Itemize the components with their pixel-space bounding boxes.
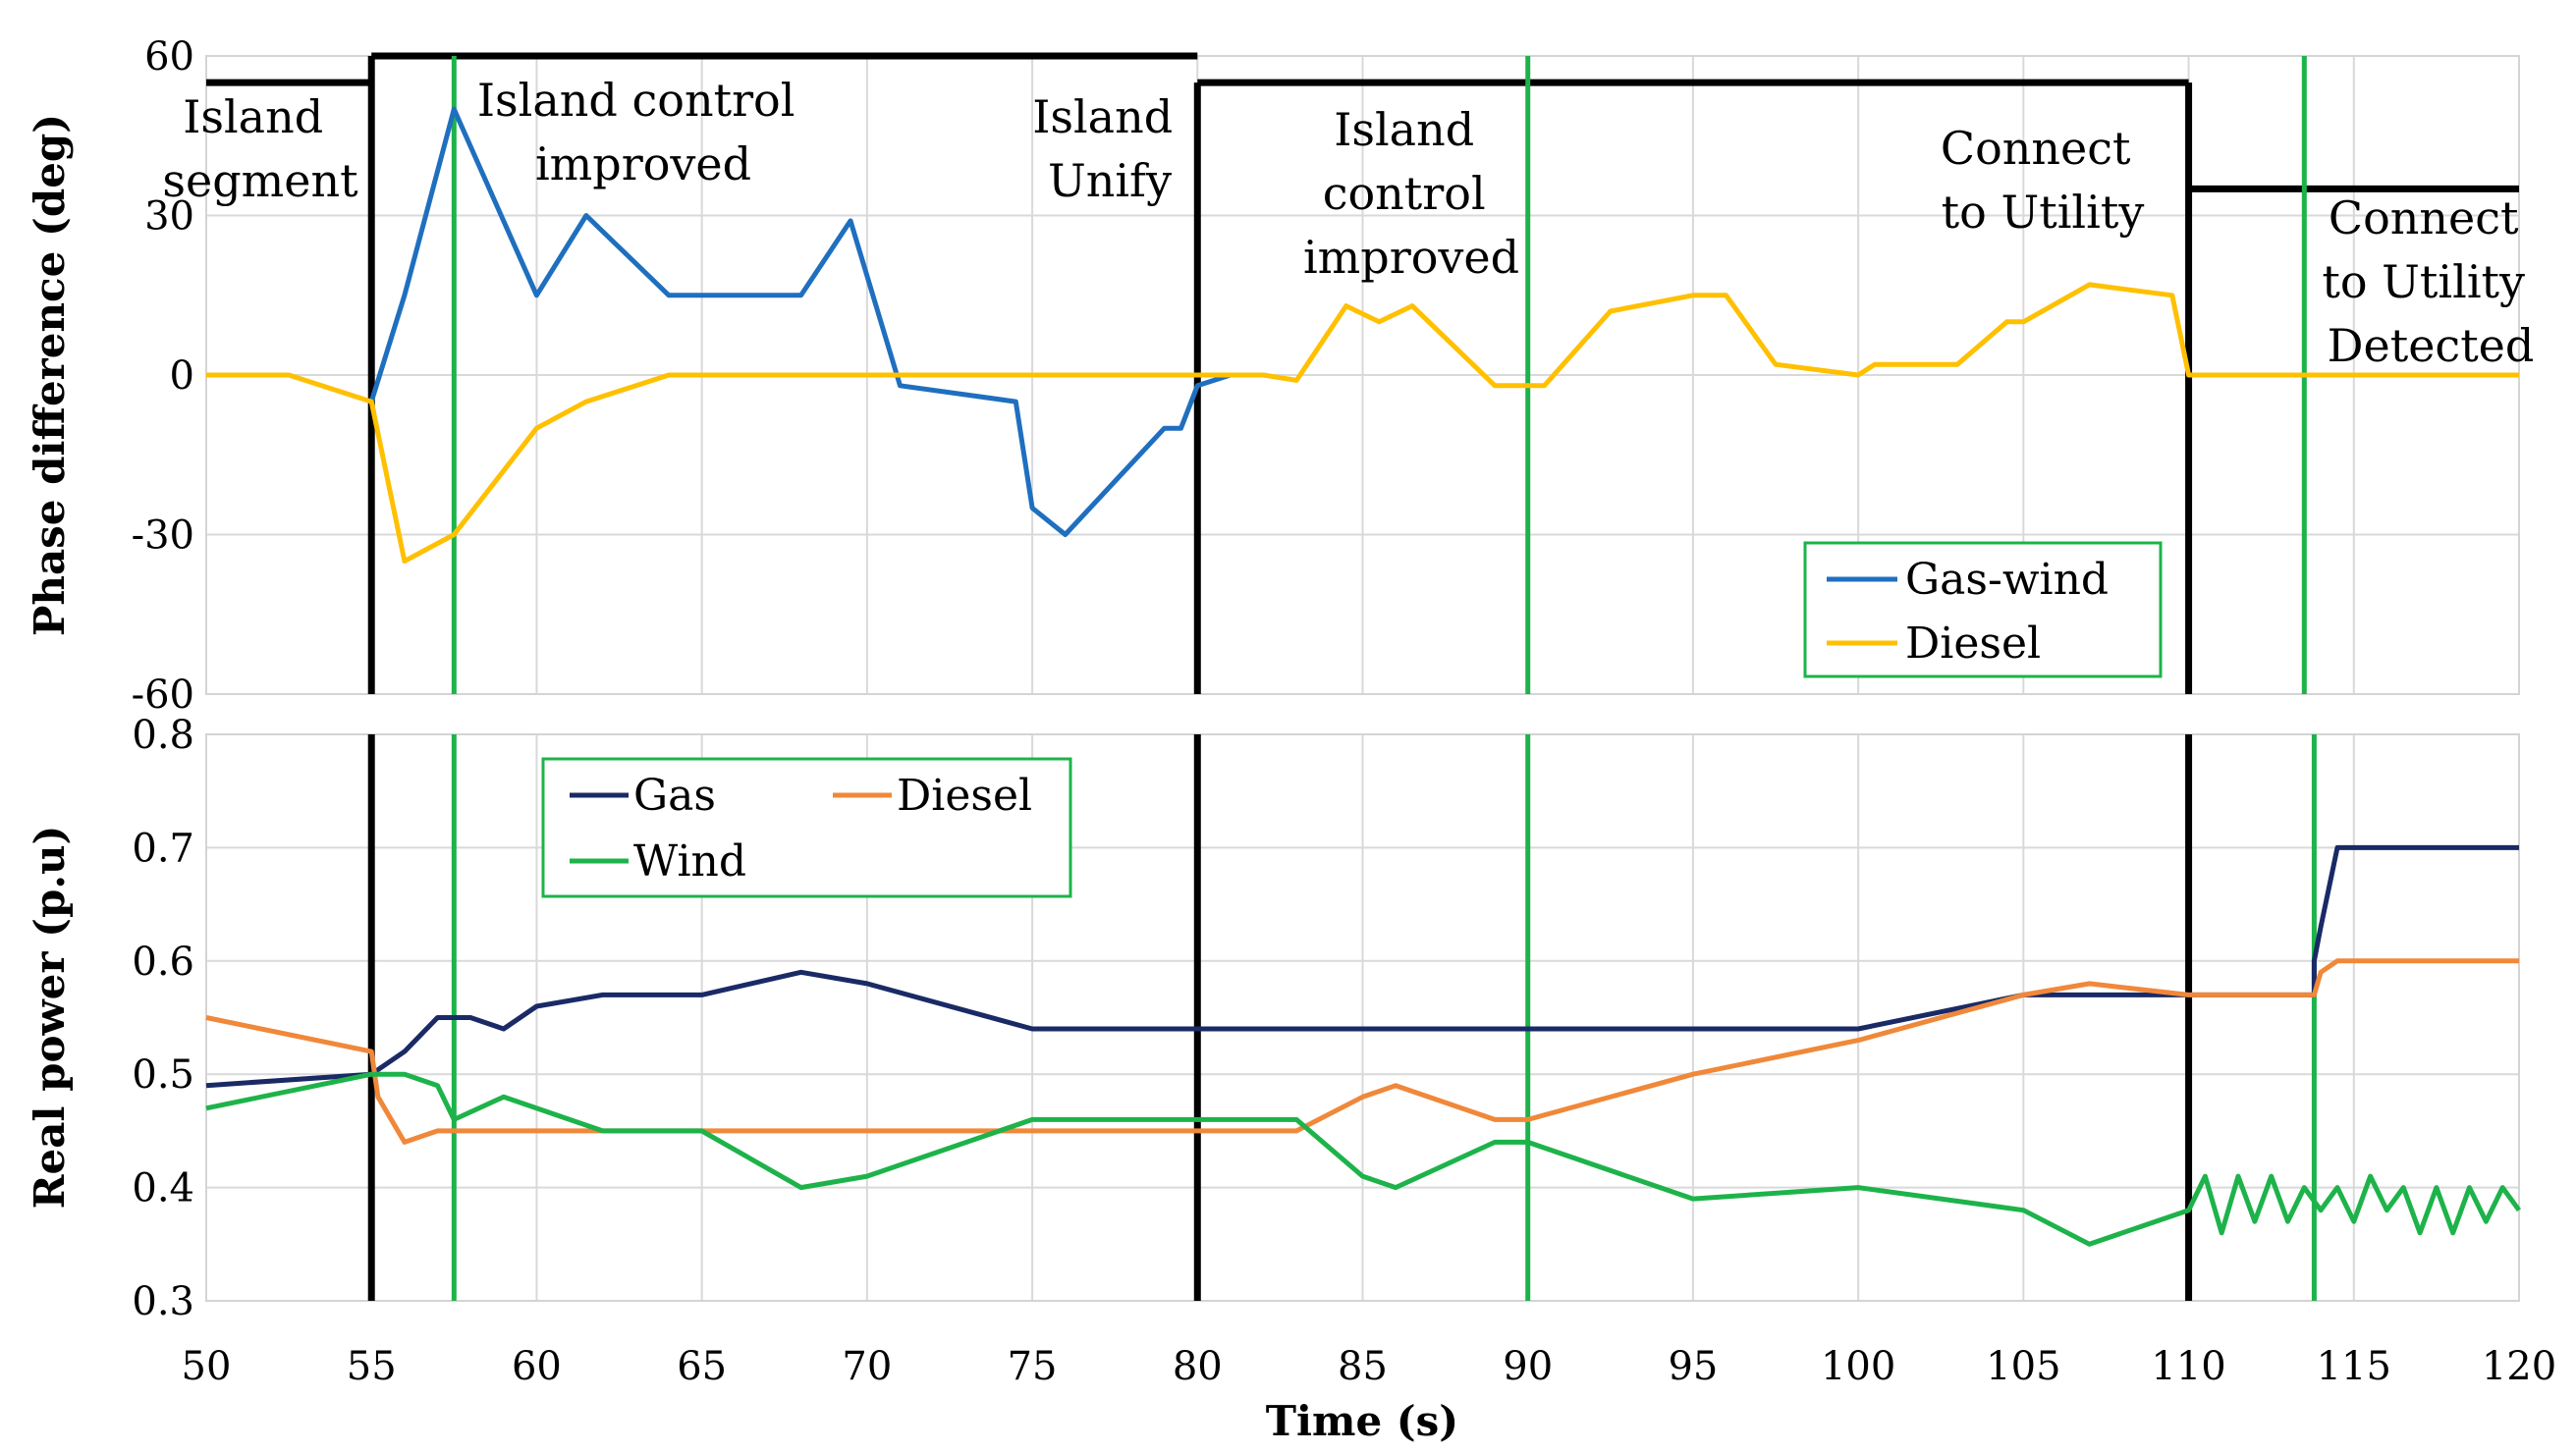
- bot-y-tick-0-4: 0.4: [132, 1166, 194, 1211]
- top-series-diesel: [206, 282, 2519, 565]
- top-y-tick-60: 60: [144, 34, 194, 80]
- top-y-axis-title: Phase difference (deg): [26, 114, 74, 636]
- annotation-connect-to-utility-detected: Connect to Utility Detected: [2322, 191, 2539, 372]
- bottom-series: [205, 844, 2522, 1247]
- x-tick-85: 85: [1338, 1344, 1388, 1389]
- bot-series-diesel: [205, 958, 2519, 1145]
- x-tick-95: 95: [1668, 1344, 1718, 1389]
- top-panel: 60 30 0 -30 -60 Phase difference (deg) Islan…: [26, 34, 2539, 718]
- x-tick-60: 60: [512, 1344, 562, 1389]
- annotation-connect-to-utility: Connect to Utility: [1941, 122, 2145, 239]
- x-tick-65: 65: [677, 1344, 727, 1389]
- bot-y-tick-0-5: 0.5: [132, 1052, 194, 1098]
- annotation-island-control-improved-2: Island control improved: [1303, 103, 1519, 284]
- top-series: [206, 106, 2519, 565]
- legend-label-gas-wind: Gas-wind: [1905, 555, 2109, 605]
- annotation-island-control-improved-1: Island control improved: [477, 74, 809, 190]
- x-tick-50: 50: [182, 1344, 232, 1389]
- top-y-tick--60: -60: [132, 673, 194, 718]
- bot-y-tick-0-7: 0.7: [132, 826, 194, 871]
- top-legend: Gas-wind Diesel: [1803, 541, 2163, 678]
- top-y-tick-labels: 60 30 0 -30 -60: [132, 34, 194, 718]
- x-axis-title: Time (s): [1266, 1397, 1458, 1445]
- bottom-legend-box: [541, 757, 1072, 898]
- bottom-legend: Gas Diesel Wind: [541, 757, 1072, 898]
- bot-y-tick-0-3: 0.3: [132, 1279, 194, 1324]
- top-legend-box: [1803, 541, 2163, 678]
- bot-y-tick-0-8: 0.8: [132, 713, 194, 758]
- bot-series-wind: [205, 1071, 2522, 1247]
- legend-label-wind: Wind: [633, 836, 746, 887]
- x-tick-75: 75: [1008, 1344, 1058, 1389]
- bot-y-tick-0-6: 0.6: [132, 940, 194, 985]
- x-tick-120: 120: [2482, 1344, 2556, 1389]
- x-tick-110: 110: [2151, 1344, 2225, 1389]
- x-tick-70: 70: [842, 1344, 892, 1389]
- x-tick-labels: 50 55 60 65 70 75 80 85 90 95 100 105 110 115 120: [182, 1344, 2557, 1389]
- x-tick-55: 55: [347, 1344, 397, 1389]
- x-tick-100: 100: [1821, 1344, 1895, 1389]
- x-tick-115: 115: [2317, 1344, 2391, 1389]
- legend-label-diesel: Diesel: [897, 771, 1032, 821]
- top-y-tick-30: 30: [144, 194, 194, 240]
- x-tick-105: 105: [1986, 1344, 2060, 1389]
- bottom-y-tick-labels: 0.8 0.7 0.6 0.5 0.4 0.3: [132, 713, 194, 1324]
- x-tick-90: 90: [1503, 1344, 1553, 1389]
- top-y-tick-0: 0: [170, 353, 194, 399]
- legend-label-diesel-phase: Diesel: [1905, 619, 2041, 669]
- bottom-y-axis-title: Real power (p.u): [26, 826, 74, 1210]
- top-event-lines: [367, 56, 2307, 694]
- x-tick-80: 80: [1173, 1344, 1223, 1389]
- top-y-tick--30: -30: [132, 513, 194, 559]
- annotation-island-unify: Island Unify: [1032, 90, 1187, 207]
- top-state-segments: [206, 52, 2519, 192]
- bottom-panel: 0.8 0.7 0.6 0.5 0.4 0.3 50 55 60 65 70 75 80 85 90 95 1…: [26, 713, 2556, 1445]
- legend-label-gas: Gas: [633, 771, 716, 821]
- top-series-gas-wind: [368, 106, 1264, 537]
- annotation-island-segment: Island segment: [162, 90, 358, 207]
